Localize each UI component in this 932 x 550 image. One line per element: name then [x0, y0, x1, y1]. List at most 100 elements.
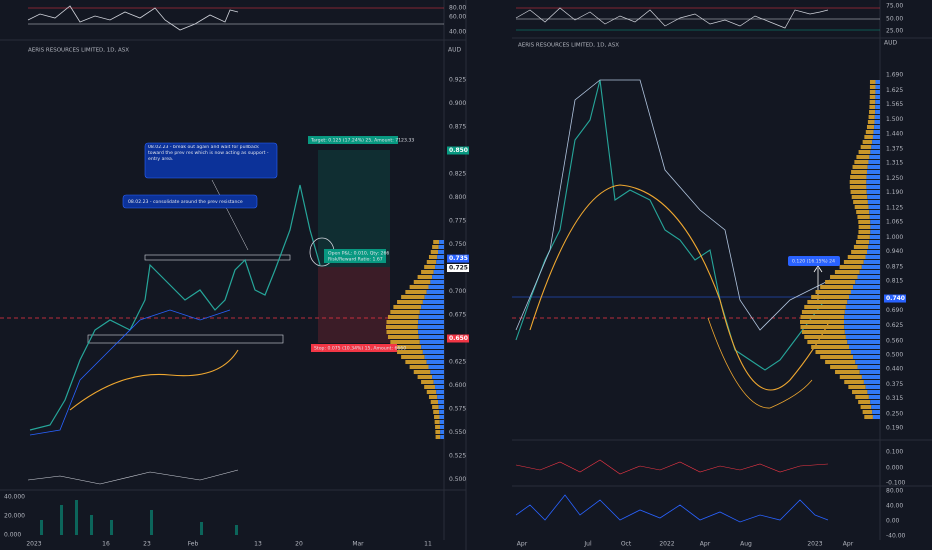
profile-bar — [872, 135, 880, 139]
axis-label: 0.750 — [449, 241, 466, 248]
profile-bar — [869, 90, 876, 94]
profile-bar — [853, 355, 880, 359]
profile-bar — [866, 190, 880, 194]
axis-label: 0.875 — [886, 263, 903, 270]
axis-label: 80.00 — [886, 488, 903, 495]
profile-bar — [413, 370, 431, 374]
profile-bar — [858, 400, 871, 404]
profile-bar — [869, 105, 876, 109]
profile-bar — [861, 375, 880, 379]
profile-bar — [869, 235, 880, 239]
profile-bar — [857, 215, 870, 219]
profile-bar — [800, 315, 845, 319]
profile-bar — [839, 265, 862, 269]
profile-bar — [866, 175, 880, 179]
profile-bar — [848, 385, 866, 389]
profile-bar — [433, 410, 440, 414]
profile-bar — [851, 195, 868, 199]
axis-label: 0.625 — [886, 322, 903, 329]
profile-bar — [850, 350, 880, 354]
profile-bar — [864, 415, 873, 419]
price-marker — [447, 146, 469, 155]
profile-bar — [866, 185, 880, 189]
profile-bar — [856, 210, 870, 214]
axis-label: 0.000 — [4, 532, 21, 539]
profile-bar — [439, 410, 444, 414]
axis-label: 75.00 — [886, 3, 903, 10]
axis-label: 1.625 — [886, 87, 903, 94]
profile-bar — [868, 205, 880, 209]
date-label: 23 — [143, 541, 151, 548]
price-marker — [447, 334, 469, 343]
profile-bar — [854, 160, 869, 164]
profile-bar — [874, 125, 880, 129]
price-marker — [884, 294, 906, 303]
date-label: Feb — [188, 541, 199, 548]
profile-bar — [419, 340, 444, 344]
profile-bar — [855, 280, 880, 284]
profile-bar — [872, 140, 880, 144]
profile-bar — [859, 370, 880, 374]
profile-bar — [418, 335, 444, 339]
profile-bar — [866, 180, 880, 184]
axis-label: 0.375 — [886, 381, 903, 388]
profile-bar — [870, 220, 880, 224]
profile-bar — [863, 260, 880, 264]
profile-bar — [867, 195, 880, 199]
date-label: Jul — [583, 541, 592, 548]
date-label: Aug — [740, 541, 752, 548]
note-box — [122, 194, 258, 209]
profile-bar — [865, 385, 880, 389]
profile-bar — [413, 280, 431, 284]
axis-label: 1.500 — [886, 116, 903, 123]
profile-bar — [801, 330, 845, 334]
profile-bar — [438, 400, 444, 404]
profile-bar — [862, 410, 873, 414]
date-label: 2022 — [659, 541, 674, 548]
price-marker — [447, 254, 469, 263]
profile-bar — [875, 100, 880, 104]
profile-bar — [861, 265, 880, 269]
axis-label: 0.500 — [449, 476, 466, 483]
profile-bar — [409, 285, 429, 289]
profile-bar — [853, 285, 880, 289]
profile-bar — [439, 425, 444, 429]
axis-label: 20.000 — [4, 513, 25, 520]
profile-bar — [438, 405, 444, 409]
profile-bar — [858, 230, 871, 234]
profile-bar — [815, 290, 851, 294]
axis-label: 0.550 — [449, 429, 466, 436]
profile-bar — [426, 390, 437, 394]
profile-bar — [853, 245, 869, 249]
profile-bar — [428, 365, 444, 369]
profile-bar — [869, 85, 876, 89]
axis-label: 0.875 — [449, 124, 466, 131]
profile-bar — [405, 290, 427, 294]
profile-bar — [870, 400, 880, 404]
profile-bar — [424, 295, 444, 299]
profile-bar — [421, 270, 434, 274]
profile-bar — [820, 285, 854, 289]
profile-bar — [875, 110, 880, 114]
profile-bar — [440, 435, 444, 439]
profile-bar — [434, 420, 440, 424]
profile-bar — [867, 165, 880, 169]
profile-bar — [434, 415, 440, 419]
axis-label: 0.525 — [449, 453, 466, 460]
currency: AUD — [884, 40, 897, 47]
profile-bar — [432, 405, 439, 409]
profile-bar — [855, 395, 869, 399]
profile-bar — [871, 405, 880, 409]
profile-bar — [436, 260, 444, 264]
note: 08.02.23 - consolidate around the prev r… — [128, 199, 243, 205]
axis-label: 1.125 — [886, 204, 903, 211]
profile-bar — [855, 360, 880, 364]
profile-bar — [830, 275, 858, 279]
profile-bar — [430, 280, 444, 284]
volume-profiles — [386, 80, 880, 439]
profile-bar — [801, 310, 845, 314]
axis-label: 0.000 — [886, 465, 903, 472]
profile-bar — [875, 80, 880, 84]
axis-label: 1.000 — [886, 234, 903, 241]
